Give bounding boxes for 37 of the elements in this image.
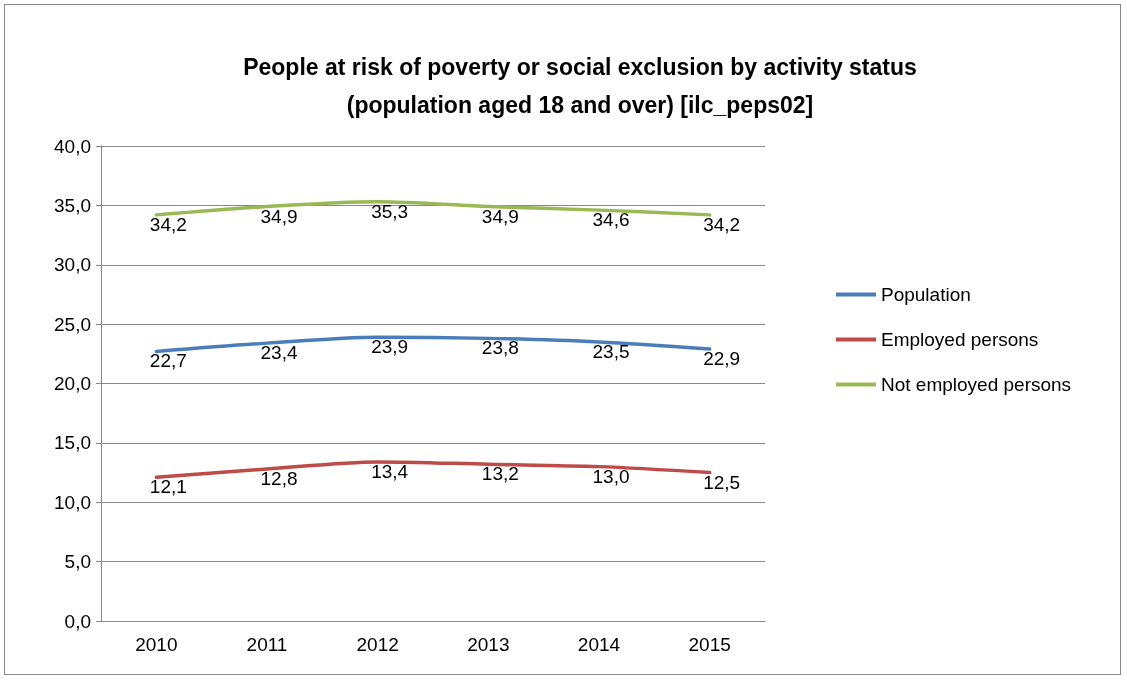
data-label: 22,9 — [703, 348, 741, 370]
y-tick-label: 20,0 — [54, 373, 91, 394]
x-tick-label: 2013 — [467, 634, 510, 655]
data-label: 13,0 — [592, 465, 630, 487]
x-tick-label: 2014 — [577, 634, 621, 655]
data-label: 13,4 — [371, 460, 409, 482]
y-tick-label: 15,0 — [54, 432, 91, 454]
data-label: 34,2 — [149, 213, 187, 235]
data-label: 34,9 — [481, 205, 519, 227]
y-tick-label: 35,0 — [54, 194, 91, 216]
y-tick-label: 40,0 — [54, 135, 91, 157]
data-label: 34,6 — [592, 209, 630, 231]
legend-label: Population — [881, 284, 971, 305]
data-label: 34,2 — [703, 213, 741, 235]
x-tick-label: 2011 — [246, 634, 288, 655]
chart-title: People at risk of poverty or social exclusion by activity status (population aged 18 and over) [ilc_peps02] — [243, 54, 917, 118]
data-label: 23,9 — [371, 336, 409, 358]
data-label: 22,7 — [149, 350, 187, 372]
data-label: 23,8 — [481, 337, 519, 359]
y-tick-label: 0,0 — [64, 610, 91, 632]
data-label: 34,9 — [260, 205, 298, 227]
data-label: 13,2 — [481, 463, 519, 485]
legend-label: Employed persons — [881, 329, 1039, 350]
y-tick-label: 10,0 — [54, 491, 91, 513]
y-tick-label: 25,0 — [54, 313, 91, 335]
x-tick-label: 2010 — [135, 634, 178, 655]
legend-label: Not employed persons — [881, 374, 1072, 395]
data-label: 23,4 — [260, 342, 298, 364]
x-tick-label: 2012 — [356, 634, 399, 655]
data-label: 12,1 — [149, 476, 187, 498]
data-label: 12,8 — [260, 468, 298, 489]
data-label: 23,5 — [592, 340, 630, 362]
y-tick-label: 30,0 — [54, 254, 91, 276]
x-tick-label: 2015 — [688, 634, 731, 655]
y-tick-label: 5,0 — [64, 551, 91, 573]
data-label: 12,5 — [703, 471, 741, 493]
data-label: 35,3 — [371, 200, 409, 222]
